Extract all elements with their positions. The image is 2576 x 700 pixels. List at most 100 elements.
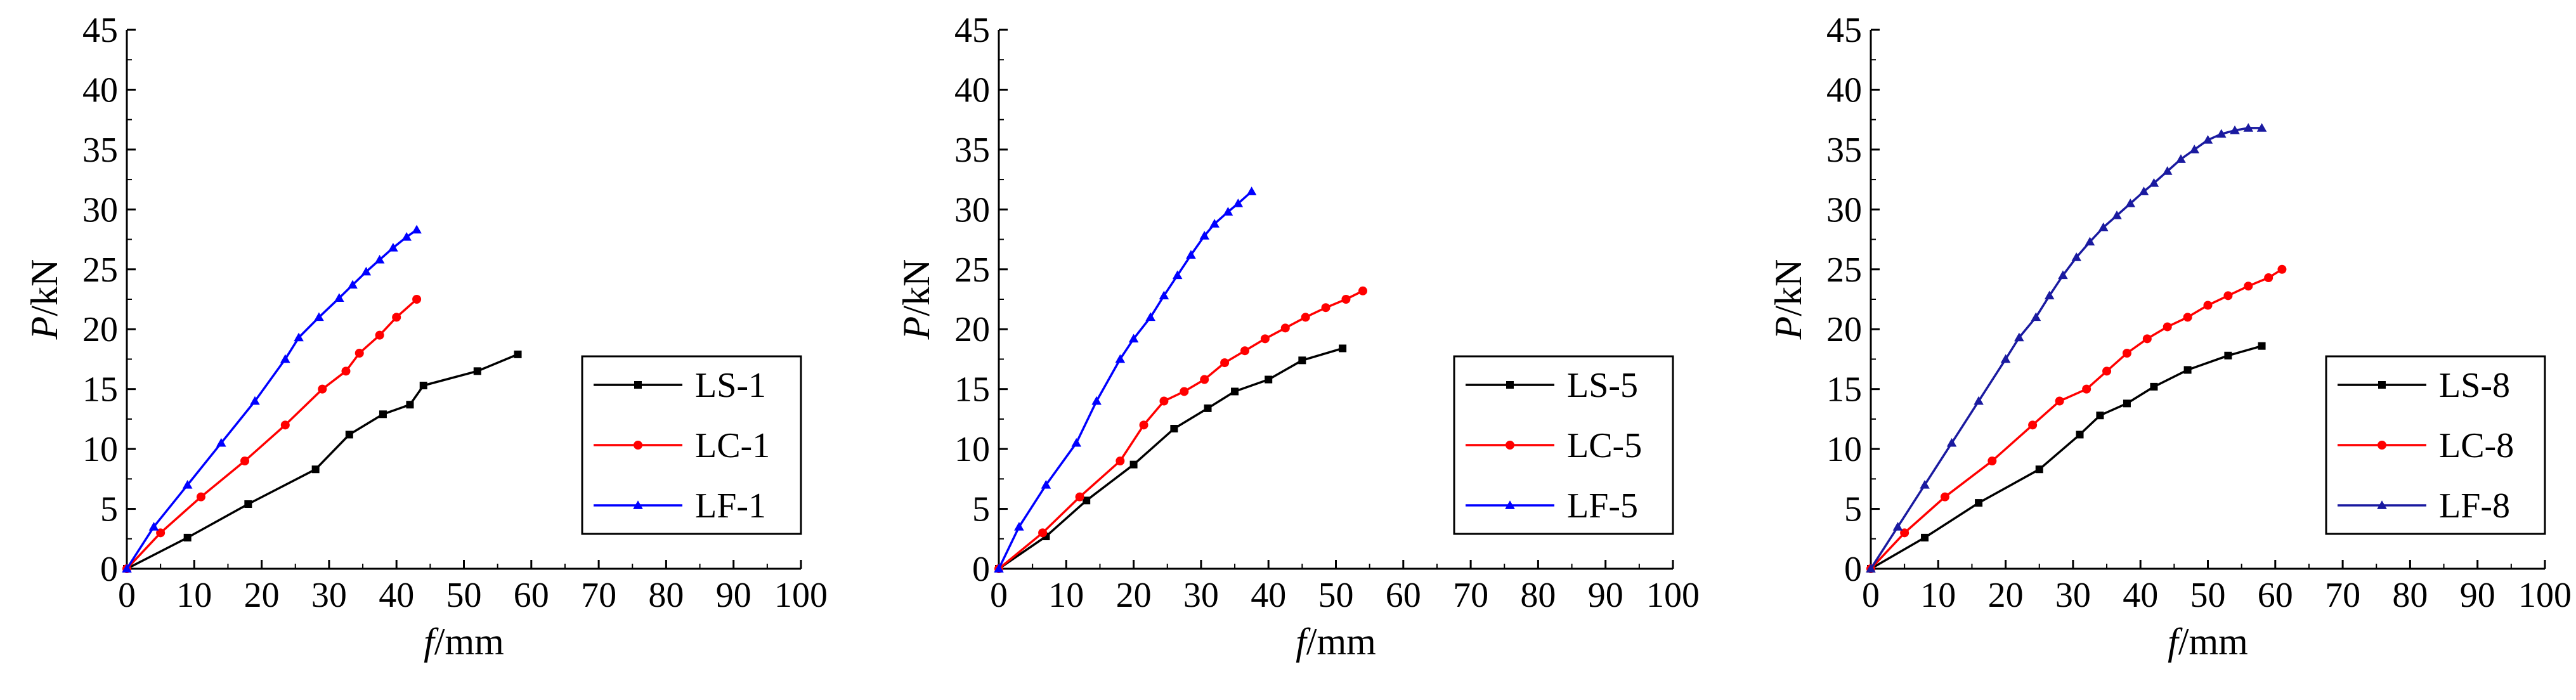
data-point <box>1209 219 1220 228</box>
legend-entry: LC-5 <box>1466 426 1642 465</box>
data-point <box>1091 396 1102 405</box>
legend-marker <box>634 381 642 389</box>
data-point <box>2058 270 2068 280</box>
y-tick-label: 35 <box>954 131 990 170</box>
x-axis-title: f/mm <box>2168 621 2248 663</box>
data-point <box>473 367 481 375</box>
x-tick-label: 30 <box>2055 576 2091 615</box>
legend-label: LF-5 <box>1567 486 1638 526</box>
data-point <box>2277 264 2287 274</box>
data-point <box>1921 533 1929 541</box>
series-LC-1 <box>122 295 422 573</box>
y-tick-label: 0 <box>100 550 118 589</box>
x-tick-label: 40 <box>2123 576 2158 615</box>
y-axis-title-symbol: P <box>895 316 937 340</box>
x-tick-label: 30 <box>311 576 347 615</box>
x-tick-label: 0 <box>990 576 1008 615</box>
data-point <box>2202 134 2213 144</box>
data-point <box>2150 382 2158 391</box>
data-point <box>994 564 1004 573</box>
data-point <box>2244 282 2253 291</box>
data-point <box>2138 186 2149 195</box>
data-point <box>401 231 412 241</box>
y-tick-label: 15 <box>954 370 990 410</box>
legend: LS-8 LC-8 LF-8 <box>2325 355 2546 535</box>
x-tick-label: 100 <box>774 576 828 615</box>
legend-entry: LS-8 <box>2338 366 2510 405</box>
y-tick-label: 5 <box>100 490 118 529</box>
data-point <box>1014 522 1024 531</box>
data-point <box>388 242 398 252</box>
data-point <box>1240 346 1249 356</box>
series-line <box>126 298 418 570</box>
legend-label: LF-8 <box>2439 486 2510 526</box>
y-tick-label: 15 <box>82 370 118 410</box>
series-line <box>1870 127 2262 569</box>
data-point <box>156 528 166 538</box>
data-point <box>1358 286 1368 295</box>
data-point <box>240 457 250 465</box>
y-tick-label: 10 <box>954 430 990 469</box>
data-point <box>182 479 193 489</box>
data-point <box>1200 375 1209 384</box>
legend: LS-1 LC-1 LF-1 <box>581 355 802 535</box>
data-point <box>1204 404 1212 412</box>
series-LS-1 <box>123 350 522 573</box>
y-tick-label: 5 <box>972 490 990 529</box>
y-axis-title-unit: /kN <box>23 259 65 316</box>
data-point <box>280 420 290 430</box>
series-line <box>126 228 418 569</box>
series-line <box>1870 268 2283 570</box>
data-point <box>2123 399 2131 408</box>
data-point <box>183 533 192 541</box>
x-tick-label: 40 <box>379 576 414 615</box>
series-LS-8 <box>1867 342 2266 573</box>
data-point <box>1231 387 1239 396</box>
data-point <box>345 431 353 439</box>
x-tick-label: 100 <box>2518 576 2572 615</box>
data-point <box>2035 465 2043 474</box>
x-tick-label: 60 <box>2258 576 2293 615</box>
data-point <box>2000 354 2011 363</box>
x-tick-label: 90 <box>2460 576 2495 615</box>
x-tick-label: 20 <box>1988 576 2024 615</box>
x-tick-label: 70 <box>581 576 616 615</box>
x-axis-title-unit: /mm <box>434 621 504 663</box>
legend-entry: LF-1 <box>594 486 766 526</box>
y-tick-label: 25 <box>954 250 990 290</box>
data-point <box>1145 312 1155 321</box>
data-point <box>1170 425 1178 432</box>
x-tick-label: 0 <box>1862 576 1880 615</box>
y-tick-label: 30 <box>82 190 118 230</box>
y-tick-label: 20 <box>954 310 990 349</box>
y-tick-label: 35 <box>82 131 118 170</box>
data-point <box>2102 366 2112 376</box>
data-point <box>2162 166 2173 175</box>
x-tick-label: 80 <box>648 576 684 615</box>
series-LF-8 <box>1866 123 2267 573</box>
data-point <box>2243 123 2254 132</box>
x-tick-label: 80 <box>2392 576 2428 615</box>
data-point <box>2224 351 2232 360</box>
y-tick-label: 45 <box>954 11 990 50</box>
y-tick-label: 40 <box>1826 70 1862 110</box>
legend-entry: LC-8 <box>2338 426 2514 465</box>
x-tick-label: 90 <box>1588 576 1623 615</box>
x-axis-title-unit: /mm <box>2178 621 2248 663</box>
x-axis-title: f/mm <box>1296 621 1376 663</box>
x-tick-label: 50 <box>2190 576 2226 615</box>
legend-label: LF-1 <box>695 486 766 526</box>
series-line <box>1870 345 2262 570</box>
x-tick-label: 0 <box>118 576 136 615</box>
y-axis-title-symbol: P <box>23 316 65 340</box>
data-point <box>1075 492 1084 502</box>
legend-label: LC-8 <box>2439 426 2514 465</box>
legend-label: LC-5 <box>1567 426 1642 465</box>
data-point <box>419 382 427 389</box>
data-point <box>2216 129 2227 138</box>
data-point <box>1083 496 1091 505</box>
y-tick-label: 35 <box>1826 131 1862 170</box>
y-tick-label: 20 <box>82 310 118 349</box>
data-point <box>2044 290 2055 300</box>
